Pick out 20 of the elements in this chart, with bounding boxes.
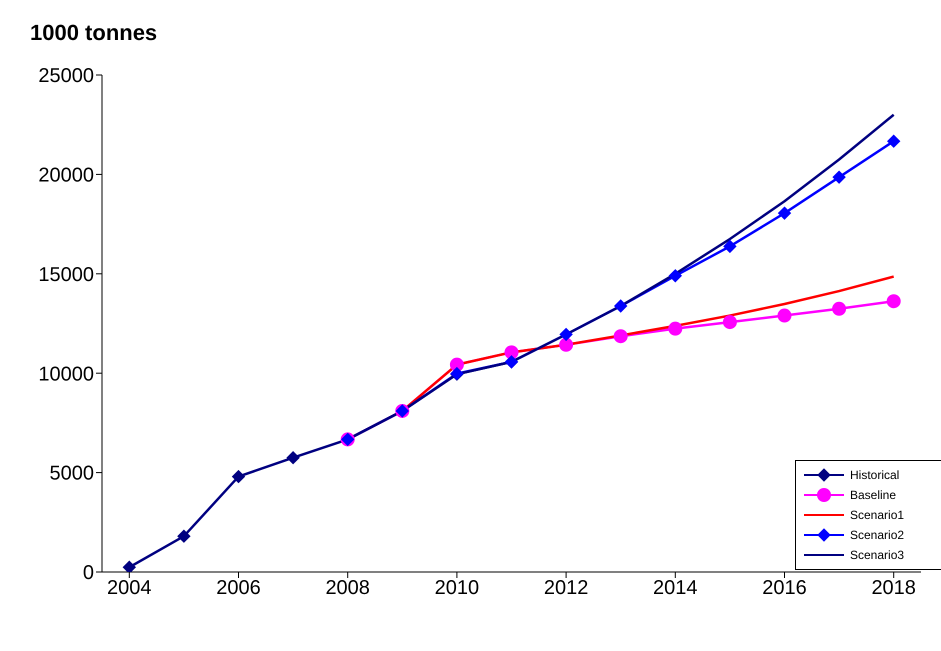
y-tick-label: 0: [82, 562, 94, 584]
y-tick-label: 10000: [38, 363, 94, 386]
legend-label: Baseline: [850, 488, 898, 502]
legend-label: Historical: [850, 468, 900, 482]
x-tick-label: 2006: [216, 577, 261, 600]
y-tick-label: 20000: [38, 164, 94, 186]
y-axis-title: 1000 tonnes: [30, 20, 158, 46]
x-tick-label: 2004: [107, 577, 152, 600]
legend-label: Scenario1: [850, 508, 906, 522]
x-tick-label: 2008: [325, 577, 370, 600]
legend-label: Scenario2: [850, 528, 906, 542]
y-tick-label: 25000: [38, 65, 94, 88]
legend-label: Scenario3: [850, 548, 906, 562]
y-tick-label: 15000: [38, 264, 94, 286]
x-tick-label: 2010: [434, 577, 480, 600]
y-tick-label: 5000: [50, 462, 94, 485]
x-tick-label: 2018: [871, 577, 916, 600]
x-tick-label: 2012: [544, 577, 588, 600]
x-tick-label: 2016: [762, 577, 807, 600]
x-tick-label: 2014: [653, 577, 698, 600]
